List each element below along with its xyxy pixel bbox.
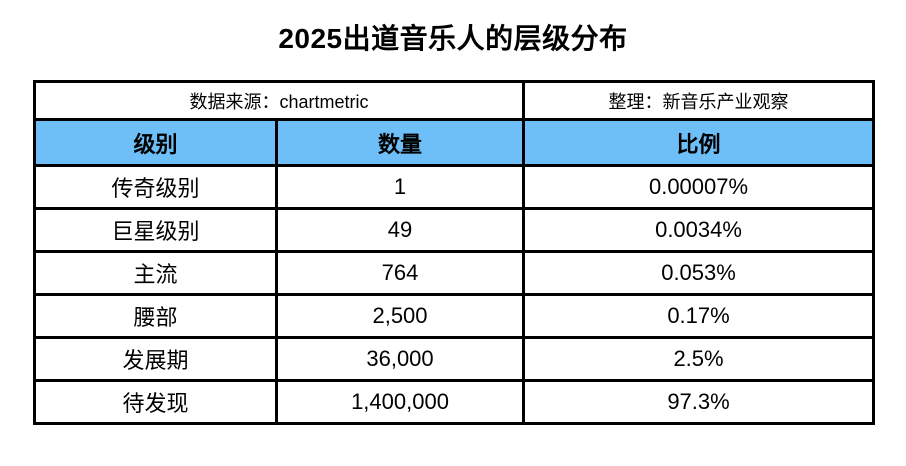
ratio-cell: 0.00007%: [522, 164, 876, 210]
table-row: 待发现 1,400,000 97.3%: [33, 379, 876, 425]
header-ratio: 比例: [522, 118, 876, 167]
table-row: 主流 764 0.053%: [33, 250, 876, 296]
header-count: 数量: [274, 118, 526, 167]
ratio-cell: 0.053%: [522, 250, 876, 296]
ratio-cell: 0.17%: [522, 293, 876, 339]
compiler-cell: 整理：新音乐产业观察: [522, 80, 876, 121]
tier-cell: 腰部: [33, 293, 278, 339]
ratio-cell: 2.5%: [522, 336, 876, 382]
table-header-row: 级别 数量 比例: [33, 118, 876, 167]
count-cell: 49: [274, 207, 526, 253]
header-tier: 级别: [33, 118, 278, 167]
table-row: 发展期 36,000 2.5%: [33, 336, 876, 382]
count-cell: 1,400,000: [274, 379, 526, 425]
ratio-cell: 97.3%: [522, 379, 876, 425]
table-row: 巨星级别 49 0.0034%: [33, 207, 876, 253]
ratio-cell: 0.0034%: [522, 207, 876, 253]
count-cell: 2,500: [274, 293, 526, 339]
table-row: 腰部 2,500 0.17%: [33, 293, 876, 339]
tier-cell: 待发现: [33, 379, 278, 425]
data-source-cell: 数据来源：chartmetric: [32, 80, 526, 121]
tier-distribution-table: 数据来源：chartmetric 整理：新音乐产业观察 级别 数量 比例 传奇级…: [32, 80, 876, 425]
source-row: 数据来源：chartmetric 整理：新音乐产业观察: [32, 80, 876, 121]
tier-cell: 巨星级别: [33, 207, 278, 253]
count-cell: 1: [274, 164, 526, 210]
tier-cell: 主流: [33, 250, 278, 296]
count-cell: 36,000: [274, 336, 526, 382]
tier-cell: 传奇级别: [33, 164, 278, 210]
page-title: 2025出道音乐人的层级分布: [278, 23, 628, 54]
count-cell: 764: [274, 250, 526, 296]
tier-cell: 发展期: [33, 336, 278, 382]
table-row: 传奇级别 1 0.00007%: [33, 164, 876, 210]
